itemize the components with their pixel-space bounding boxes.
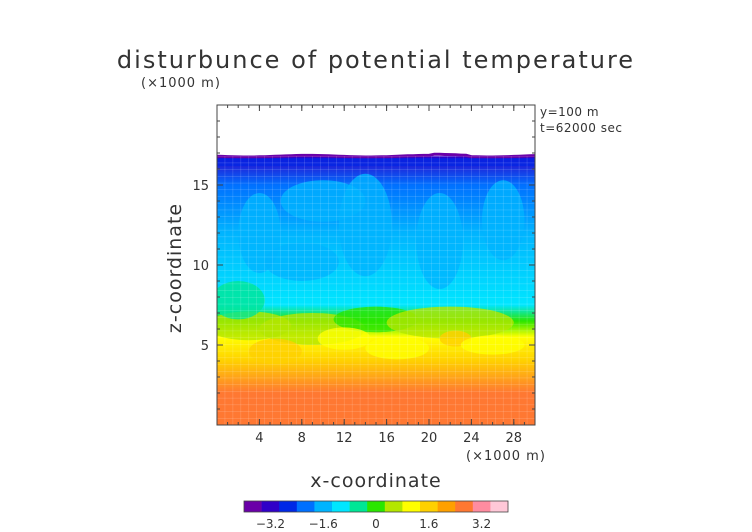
x-tick-label: 4 (255, 431, 263, 446)
y-axis-unit: (×1000 m) (141, 76, 221, 91)
chart-title: disturbunce of potential temperature (116, 46, 636, 74)
heatmap-structure-11 (264, 242, 339, 281)
colorbar-segment (490, 501, 509, 512)
colorbar-segment (455, 501, 474, 512)
heatmap-structure-4 (386, 306, 514, 339)
colorbar-segment (314, 501, 333, 512)
x-tick-label: 16 (378, 431, 395, 446)
heatmap-structure-16 (238, 193, 281, 273)
heatmap-structure-5 (317, 327, 371, 350)
heatmap-structure-9 (460, 335, 525, 355)
colorbar-tick-label: −3.2 (256, 517, 285, 531)
x-axis-unit: (×1000 m) (466, 449, 546, 464)
colorbar-segment (437, 501, 456, 512)
colorbar-segment (244, 501, 262, 512)
colorbar-segment (367, 501, 386, 512)
colorbar-segment (402, 501, 421, 512)
colorbar-frame (243, 500, 509, 513)
x-tick-label: 20 (421, 431, 438, 446)
colorbar-tick-label: 0 (372, 517, 380, 531)
colorbar-segment (384, 501, 403, 512)
annotation-y-position: y=100 m (540, 105, 600, 119)
y-tick-label: 5 (201, 339, 209, 354)
x-tick-label: 24 (463, 431, 480, 446)
colorbar-segment (279, 501, 298, 512)
colorbar-segment (332, 501, 350, 512)
annotation-time: t=62000 sec (540, 121, 623, 135)
colorbar-tick-label: 1.6 (419, 517, 438, 531)
colorbar-segment (296, 501, 315, 512)
y-tick-label: 10 (192, 259, 209, 274)
x-tick-label: 12 (336, 431, 353, 446)
colorbar-tick-label: −1.6 (309, 517, 338, 531)
x-axis-label: x-coordinate (310, 470, 442, 492)
heatmap-upper-band (217, 158, 535, 167)
heatmap-structure-10 (217, 281, 265, 320)
colorbar-tick-label: 3.2 (472, 517, 491, 531)
y-tick-label: 15 (192, 179, 209, 194)
colorbar-segment (472, 501, 491, 512)
heatmap-structure-13 (416, 193, 463, 289)
colorbar-segment (420, 501, 438, 512)
heatmap-structure-15 (280, 180, 366, 222)
x-tick-label: 8 (298, 431, 306, 446)
colorbar-segment (349, 501, 368, 512)
heatmap-structure-7 (248, 338, 302, 365)
x-tick-label: 28 (506, 431, 523, 446)
heatmap-top-boundary (217, 152, 535, 159)
heatmap-structure-8 (365, 337, 430, 360)
heatmap-structure-14 (482, 180, 525, 261)
colorbar-segment (261, 501, 280, 512)
